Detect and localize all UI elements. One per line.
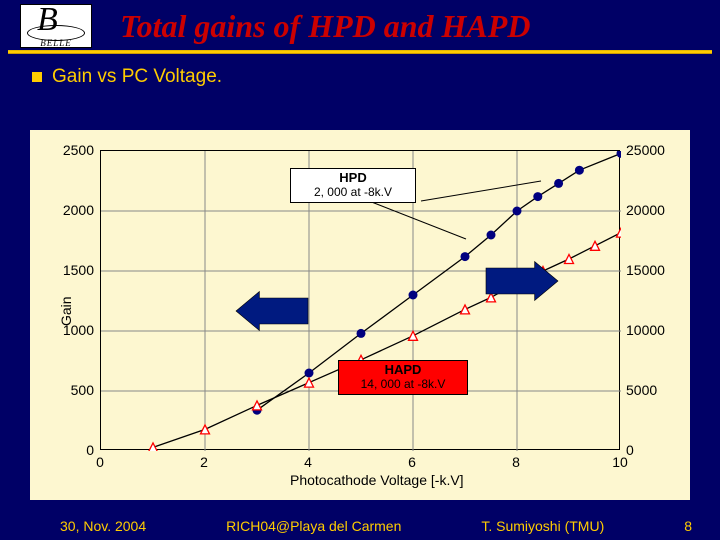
tick-label: 8 (491, 454, 541, 470)
tick-label: 10 (595, 454, 645, 470)
chart-panel: Gain Photocathode Voltage [-k.V] HPD 2, … (30, 130, 690, 500)
hpd-annotation-box: HPD 2, 000 at -8k.V (290, 168, 416, 203)
tick-label: 15000 (626, 262, 676, 278)
hpd-annotation-line1: HPD (297, 171, 409, 186)
hpd-annotation-line2: 2, 000 at -8k.V (297, 186, 409, 200)
footer: 30, Nov. 2004 RICH04@Playa del Carmen T.… (0, 518, 720, 534)
belle-logo: BELLE (20, 4, 92, 48)
tick-label: 2 (179, 454, 229, 470)
hapd-annotation-line1: HAPD (345, 363, 461, 378)
footer-venue: RICH04@Playa del Carmen (226, 518, 401, 534)
belle-logo-label: BELLE (21, 38, 91, 48)
footer-author: T. Sumiyoshi (TMU) (481, 518, 604, 534)
tick-label: 0 (75, 454, 125, 470)
hapd-annotation-box: HAPD 14, 000 at -8k.V (338, 360, 468, 395)
bullet-marker (32, 72, 42, 82)
tick-label: 4 (283, 454, 333, 470)
tick-label: 1500 (44, 262, 94, 278)
tick-label: 2000 (44, 202, 94, 218)
page-number: 8 (684, 518, 692, 534)
hapd-annotation-line2: 14, 000 at -8k.V (345, 378, 461, 392)
bullet-text: Gain vs PC Voltage. (52, 66, 222, 88)
page-title: Total gains of HPD and HAPD (120, 8, 530, 45)
tick-label: 25000 (626, 142, 676, 158)
tick-label: 5000 (626, 382, 676, 398)
tick-label: 500 (44, 382, 94, 398)
bullet-row: Gain vs PC Voltage. (0, 54, 720, 88)
tick-label: 20000 (626, 202, 676, 218)
tick-label: 1000 (44, 322, 94, 338)
footer-date: 30, Nov. 2004 (60, 518, 146, 534)
tick-label: 10000 (626, 322, 676, 338)
tick-label: 2500 (44, 142, 94, 158)
tick-label: 6 (387, 454, 437, 470)
x-axis-label: Photocathode Voltage [-k.V] (290, 472, 464, 488)
